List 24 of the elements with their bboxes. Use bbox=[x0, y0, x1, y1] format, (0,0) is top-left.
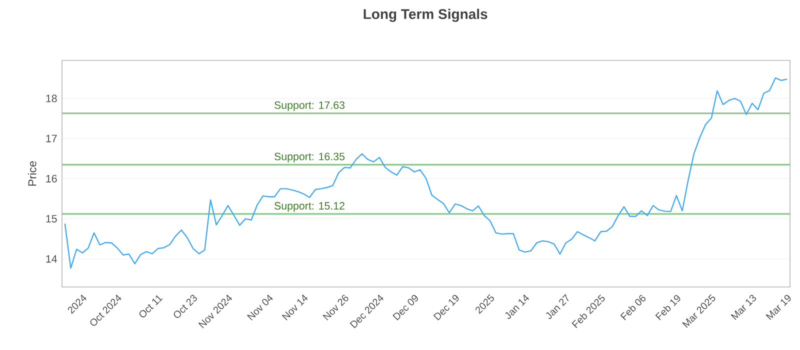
x-tick-label: Jan 14 bbox=[505, 294, 529, 319]
x-tick-label: Dec 09 bbox=[392, 295, 418, 320]
x-tick-label: Feb 06 bbox=[620, 295, 646, 320]
x-tick-label: Oct 11 bbox=[139, 295, 163, 318]
x-tick-label: Mar 19 bbox=[766, 295, 791, 320]
x-tick-label: Mar 13 bbox=[730, 294, 756, 320]
y-tick-label: 18 bbox=[46, 94, 57, 102]
ref-line-label: Support: 16.35 bbox=[274, 152, 345, 162]
y-tick-label: 17 bbox=[46, 134, 57, 142]
ref-line-label: Support: 17.63 bbox=[274, 101, 345, 112]
x-tick-label: Jan 27 bbox=[546, 294, 569, 319]
x-tick-label: Feb 19 bbox=[655, 295, 680, 320]
y-axis-title: Price bbox=[28, 161, 36, 186]
y-tick-label: 15 bbox=[46, 215, 57, 223]
x-tick-label: Nov 14 bbox=[282, 294, 308, 320]
chart-title: Long Term Signals bbox=[364, 8, 488, 22]
x-tick-label: Oct 23 bbox=[174, 294, 197, 318]
y-tick-label: 14 bbox=[46, 255, 57, 263]
y-tick-label: 16 bbox=[46, 174, 57, 182]
x-tick-label: Nov 04 bbox=[247, 294, 273, 320]
x-tick-label: Nov 26 bbox=[322, 294, 348, 320]
line-series bbox=[64, 77, 788, 269]
ref-line-label: Support: 15.12 bbox=[274, 202, 344, 212]
x-tick-label: Dec 19 bbox=[433, 295, 459, 320]
